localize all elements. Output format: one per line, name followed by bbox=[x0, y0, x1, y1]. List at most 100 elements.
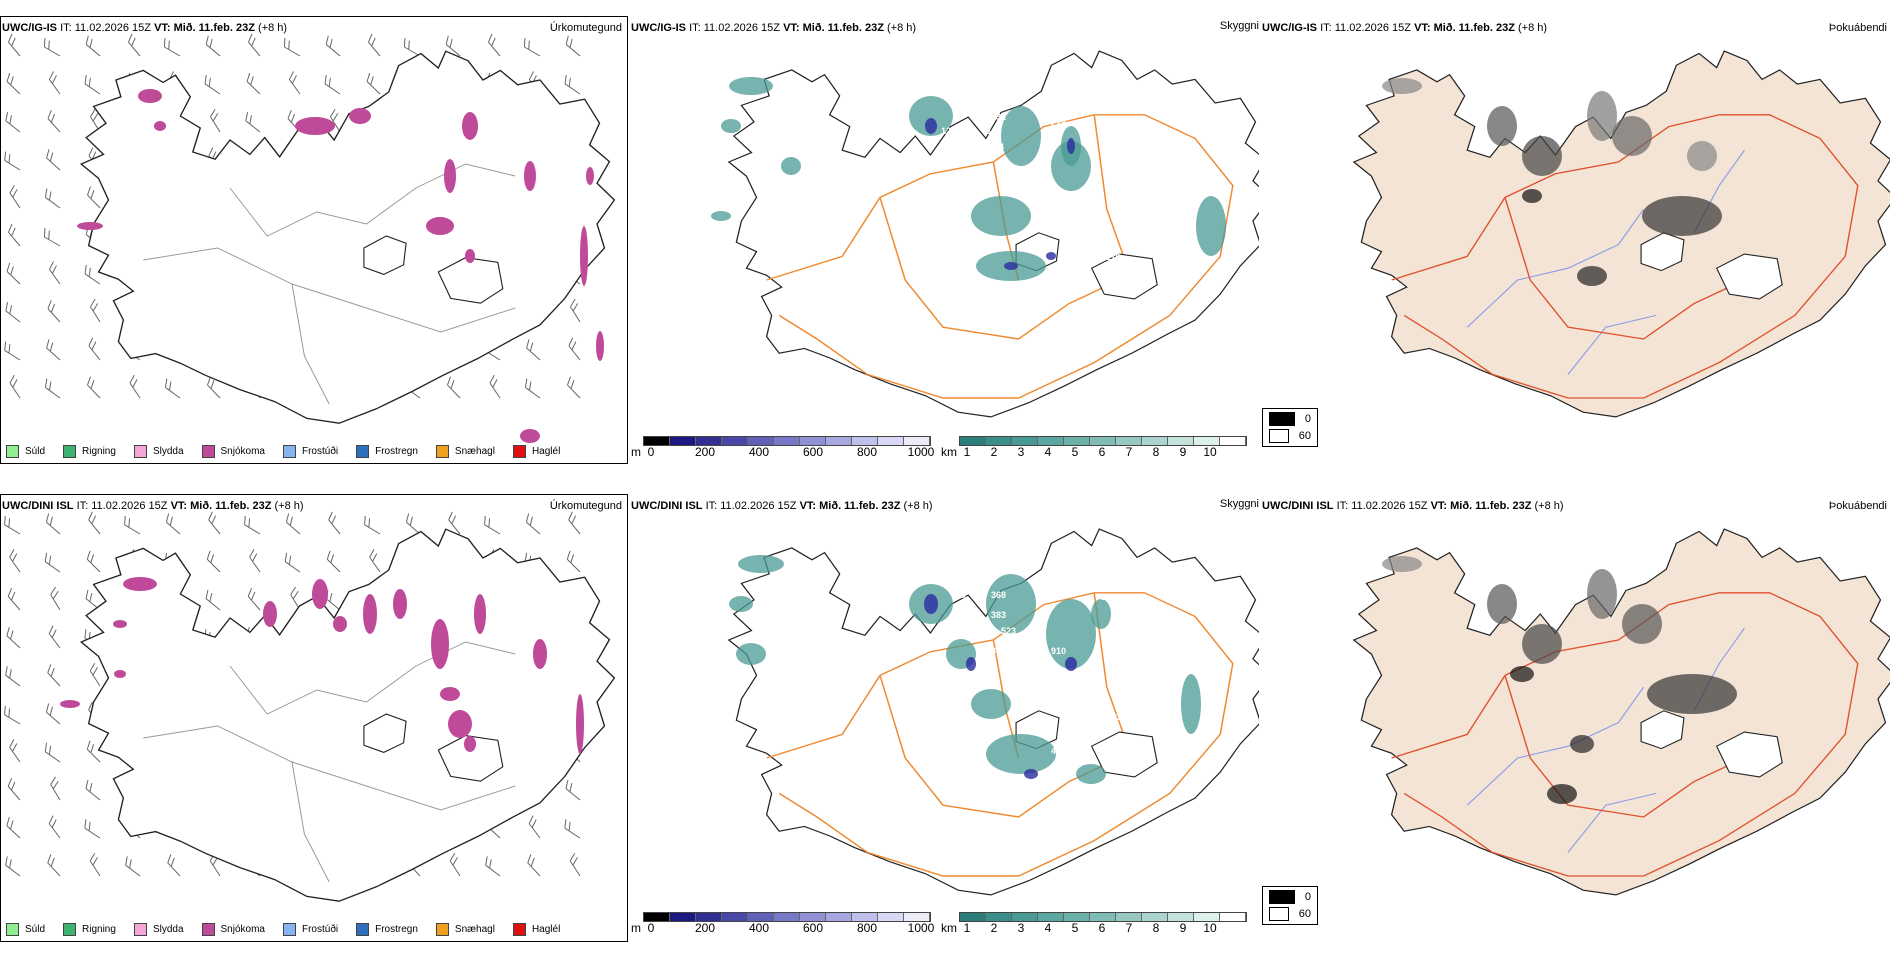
legend-item: Snæhagl bbox=[435, 445, 495, 458]
colorbar-tick: 3 bbox=[1017, 445, 1025, 459]
legend-swatch bbox=[6, 445, 19, 458]
colorbar-tick: 1000 bbox=[907, 445, 935, 459]
visibility-value: 99 bbox=[961, 376, 971, 386]
legend-swatch bbox=[512, 923, 526, 936]
legend-label: Frostúði bbox=[301, 924, 339, 935]
legend-item: Haglél bbox=[512, 445, 561, 458]
colorbar-tick: 5 bbox=[1071, 921, 1079, 935]
legend-item: Slydda bbox=[133, 923, 184, 936]
colorbar-scale bbox=[643, 912, 931, 922]
visibility-value: 138 bbox=[1111, 712, 1126, 722]
colorbar-tick: 200 bbox=[694, 445, 716, 459]
shade-row: 60 bbox=[1269, 429, 1311, 443]
legend-swatch bbox=[435, 445, 449, 458]
visibility-value: 408 bbox=[1051, 746, 1066, 756]
colorbar-tick: 9 bbox=[1179, 445, 1187, 459]
fog-index-shading bbox=[1382, 78, 1722, 286]
legend-label: Snjókoma bbox=[220, 446, 265, 457]
visibility-value: 93 bbox=[1131, 616, 1141, 626]
visibility-colorbar: km 1 2 3 4 5 6 7 8 9 10 bbox=[941, 912, 1247, 935]
legend-swatch bbox=[435, 923, 449, 936]
variable-label: Þokuábendi bbox=[1828, 500, 1887, 512]
legend-label: Súld bbox=[25, 924, 46, 935]
legend-swatch bbox=[6, 923, 19, 936]
visibility-map: 22 368 740 368 383 523 367 910 177 974 831 93 713 138… bbox=[727, 528, 1259, 896]
colorbar-tick: 0 bbox=[647, 445, 655, 459]
shade-swatch bbox=[1269, 907, 1289, 921]
visibility-value: 228 bbox=[1051, 118, 1066, 128]
fog-index-panel-igis: UWC/IG-IS IT: 11.02.2026 15Z VT: Mið. 11… bbox=[1262, 16, 1890, 480]
colorbar-tick: 3 bbox=[1017, 921, 1025, 935]
panel-header: UWC/DINI ISL IT: 11.02.2026 15Z VT: Mið.… bbox=[631, 500, 933, 512]
fog-index-shading bbox=[1382, 556, 1737, 804]
panel-frame bbox=[0, 16, 628, 464]
visibility-value: 713 bbox=[1081, 682, 1096, 692]
legend-item: Frostregn bbox=[356, 445, 418, 458]
fog-index-panel-dini: UWC/DINI ISL IT: 11.02.2026 15Z VT: Mið.… bbox=[1262, 494, 1890, 958]
visibility-values: 22 368 740 368 383 523 367 910 177 974 831 93 713 138… bbox=[781, 552, 1141, 862]
visibility-value: 119 bbox=[1106, 252, 1121, 262]
precip-type-legend: Súld Rigning Slydda Snjókoma Frostúði Frostre… bbox=[6, 923, 560, 936]
shade-row: 0 bbox=[1269, 412, 1311, 426]
visibility-value: 806 bbox=[961, 102, 976, 112]
legend-label: Frostúði bbox=[301, 446, 339, 457]
ceiling-colorbar: m 0 200 400 600 800 1000 bbox=[631, 436, 935, 459]
shade-label: 60 bbox=[1298, 430, 1311, 442]
legend-item: Rigning bbox=[63, 923, 116, 936]
legend-label: Slydda bbox=[152, 924, 184, 935]
colorbar-tick: 10 bbox=[1203, 921, 1217, 935]
legend-item: Haglél bbox=[512, 923, 560, 936]
panel-header: UWC/DINI ISL IT: 11.02.2026 15Z VT: Mið.… bbox=[1262, 500, 1564, 512]
colorbar-unit: m bbox=[631, 445, 641, 459]
visibility-value: 257 bbox=[1131, 168, 1146, 178]
visibility-value: 367 bbox=[991, 646, 1006, 656]
legend-swatch bbox=[201, 445, 215, 458]
fog-shade-legend: 0 60 bbox=[1262, 408, 1318, 447]
colorbar-tick: 800 bbox=[856, 445, 878, 459]
visibility-value: 368 bbox=[991, 590, 1006, 600]
colorbar-tick: 6 bbox=[1098, 921, 1106, 935]
variable-label: Skyggni bbox=[1219, 498, 1259, 510]
legend-item: Frostregn bbox=[356, 923, 418, 936]
colorbar-tick: 8 bbox=[1152, 445, 1160, 459]
visibility-value: 345 bbox=[986, 126, 1001, 136]
precip-type-panel-igis: UWC/IG-IS IT: 11.02.2026 15Z VT: Mið. 11… bbox=[0, 16, 628, 480]
legend-swatch bbox=[356, 445, 370, 458]
visibility-value: 383 bbox=[991, 610, 1006, 620]
panel-header: UWC/IG-IS IT: 11.02.2026 15Z VT: Mið. 11… bbox=[631, 22, 917, 34]
panel-header: UWC/DINI ISL IT: 11.02.2026 15Z VT: Mið.… bbox=[2, 500, 304, 512]
visibility-value: 910 bbox=[1051, 646, 1066, 656]
legend-swatch bbox=[201, 923, 215, 936]
legend-label: Frostregn bbox=[375, 446, 418, 457]
legend-label: Haglél bbox=[531, 446, 561, 457]
visibility-value: 331 bbox=[991, 112, 1006, 122]
precip-map bbox=[4, 33, 616, 443]
colorbar-unit: m bbox=[631, 921, 641, 935]
colorbar-tick: 2 bbox=[990, 921, 998, 935]
visibility-value: 18 bbox=[941, 852, 951, 862]
legend-item: Slydda bbox=[133, 445, 184, 458]
colorbar-tick: 800 bbox=[856, 921, 878, 935]
legend-label: Rigning bbox=[82, 924, 116, 935]
visibility-value: 368 bbox=[791, 638, 806, 648]
visibility-value: 116 bbox=[1111, 736, 1126, 746]
colorbar-tick: 4 bbox=[1044, 921, 1052, 935]
ceiling-colorbar: m 0 200 400 600 800 1000 bbox=[631, 912, 934, 935]
colorbar-tick: 600 bbox=[802, 445, 824, 459]
variable-label: Þokuábendi bbox=[1828, 22, 1887, 34]
legend-swatch bbox=[356, 923, 370, 936]
visibility-value: 177 bbox=[1101, 592, 1116, 602]
legend-label: Slydda bbox=[152, 446, 184, 457]
visibility-value: 831 bbox=[1111, 602, 1126, 612]
iceland-outline bbox=[1352, 50, 1890, 418]
variable-label: Úrkomutegund bbox=[549, 22, 622, 34]
shade-row: 60 bbox=[1269, 907, 1311, 921]
legend-label: Snæhagl bbox=[454, 924, 495, 935]
legend-item: Rigning bbox=[63, 445, 116, 458]
low-visibility-areas bbox=[711, 77, 1226, 281]
iceland-outline bbox=[79, 528, 616, 902]
precip-type-panel-dini: UWC/DINI ISL IT: 11.02.2026 15Z VT: Mið.… bbox=[0, 494, 628, 958]
legend-swatch bbox=[63, 923, 77, 936]
visibility-value: 19 bbox=[1101, 230, 1111, 240]
